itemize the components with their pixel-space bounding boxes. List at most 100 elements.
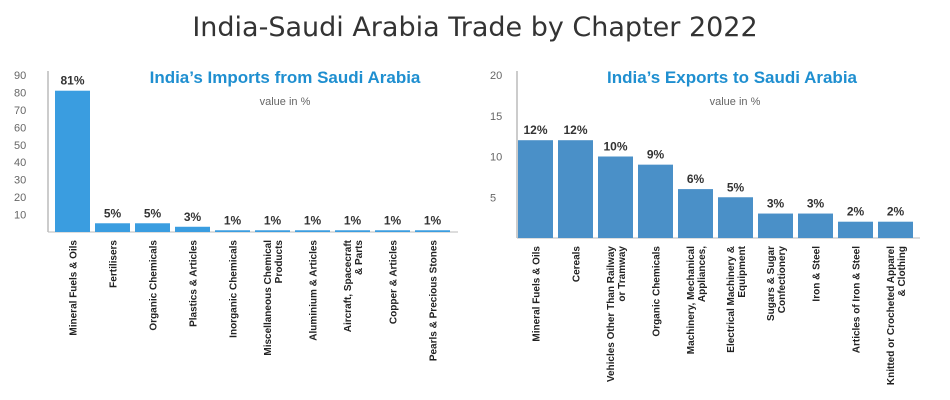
category-label-line: Copper & Articles xyxy=(389,240,400,325)
category-label-line: Organic Chemicals xyxy=(652,246,663,337)
y-tick-label: 20 xyxy=(490,70,502,82)
y-tick-label: 30 xyxy=(14,175,26,187)
category-label: Electrical Machinery &Equipment xyxy=(726,245,748,352)
category-label: Miscellaneous ChemicalProducts xyxy=(263,240,285,356)
category-label-line: Fertilisers xyxy=(109,240,120,288)
category-label: Copper & Articles xyxy=(389,240,400,325)
chart-title: India’s Imports from Saudi Arabia xyxy=(150,68,421,87)
bar xyxy=(95,223,130,232)
category-label: Organic Chemicals xyxy=(149,240,160,331)
category-label: Sugars & SugarConfectionery xyxy=(766,246,788,321)
category-label-line: Electrical Machinery & xyxy=(726,246,737,353)
y-tick-label: 10 xyxy=(14,210,26,222)
category-label-line: Products xyxy=(274,240,285,284)
data-label: 81% xyxy=(60,74,84,88)
category-label-line: Equipment xyxy=(737,245,748,297)
category-label: Iron & Steel xyxy=(812,246,823,302)
bar xyxy=(415,230,450,232)
category-label-line: Pearls & Precious Stones xyxy=(429,240,440,362)
data-label: 1% xyxy=(344,213,362,227)
category-label: Machinery, MechanicalAppliances, xyxy=(686,246,708,354)
bar xyxy=(375,230,410,232)
category-label: Cereals xyxy=(572,246,583,283)
category-label-line: Appliances, xyxy=(697,246,708,302)
page-title: India-Saudi Arabia Trade by Chapter 2022 xyxy=(192,12,758,43)
category-label-line: Iron & Steel xyxy=(812,246,823,302)
category-label-line: Cereals xyxy=(572,246,583,283)
y-tick-label: 80 xyxy=(14,87,26,99)
y-tick-label: 50 xyxy=(14,140,26,152)
y-tick-label: 10 xyxy=(490,152,502,164)
category-label-line: Confectionery xyxy=(777,246,788,314)
category-label: Vehicles Other Than Railwayor Tramway xyxy=(606,246,628,383)
y-tick-label: 40 xyxy=(14,157,26,169)
category-label: Mineral Fuels & Oils xyxy=(69,240,80,336)
bar xyxy=(55,90,90,232)
category-label-line: Aircraft, Spacecraft xyxy=(343,239,354,332)
bar xyxy=(135,223,170,232)
category-label-line: Mineral Fuels & Oils xyxy=(532,246,543,342)
bar xyxy=(255,230,290,232)
chart-title: India’s Exports to Saudi Arabia xyxy=(607,68,858,87)
data-label: 2% xyxy=(887,205,905,219)
y-tick-label: 20 xyxy=(14,192,26,204)
data-label: 1% xyxy=(224,213,242,227)
bar xyxy=(758,213,793,238)
category-label: Articles of Iron & Steel xyxy=(852,246,863,353)
category-label-line: Knitted or Crocheted Apparel xyxy=(886,246,897,385)
bar xyxy=(215,230,250,232)
data-label: 10% xyxy=(603,140,627,154)
category-label: Aircraft, Spacecraft& Parts xyxy=(343,239,365,332)
exports-chart: 5 10 15 20 12% Mineral Fuels & Oils 12% Cereals… xyxy=(490,68,920,385)
data-label: 3% xyxy=(807,197,825,211)
y-tick-label: 90 xyxy=(14,70,26,82)
data-label: 1% xyxy=(264,213,282,227)
data-label: 12% xyxy=(563,123,587,137)
data-label: 1% xyxy=(304,213,322,227)
category-label-line: Inorganic Chemicals xyxy=(229,240,240,338)
category-label: Plastics & Articles xyxy=(189,240,200,327)
category-label-line: & Parts xyxy=(354,240,365,275)
category-label-line: Plastics & Articles xyxy=(189,240,200,327)
y-tick-label: 60 xyxy=(14,122,26,134)
category-label-line: Mineral Fuels & Oils xyxy=(69,240,80,336)
data-label: 12% xyxy=(523,123,547,137)
category-label-line: or Tramway xyxy=(617,246,628,302)
data-label: 1% xyxy=(424,213,442,227)
category-label-line: Vehicles Other Than Railway xyxy=(606,246,617,383)
category-label-line: & Clothing xyxy=(897,246,908,297)
data-label: 3% xyxy=(184,210,202,224)
bar xyxy=(678,189,713,238)
category-label: Aluminium & Articles xyxy=(309,240,320,341)
category-label: Pearls & Precious Stones xyxy=(429,240,440,362)
bar xyxy=(798,213,833,238)
bar xyxy=(598,156,633,238)
chart-subtitle: value in % xyxy=(260,96,311,108)
y-tick-label: 5 xyxy=(490,192,496,204)
category-label-line: Sugars & Sugar xyxy=(766,246,777,321)
bar xyxy=(175,226,210,232)
data-label: 5% xyxy=(727,180,745,194)
bar xyxy=(878,221,913,238)
bar xyxy=(718,197,753,238)
y-tick-label: 15 xyxy=(490,111,502,123)
bar xyxy=(838,221,873,238)
category-label-line: Machinery, Mechanical xyxy=(686,246,697,354)
data-label: 5% xyxy=(104,206,122,220)
category-label: Mineral Fuels & Oils xyxy=(532,246,543,342)
y-tick-label: 70 xyxy=(14,105,26,117)
data-label: 9% xyxy=(647,148,665,162)
category-label-line: Organic Chemicals xyxy=(149,240,160,331)
category-label-line: Aluminium & Articles xyxy=(309,240,320,341)
data-label: 5% xyxy=(144,206,162,220)
bar xyxy=(558,140,593,238)
category-label-line: Miscellaneous Chemical xyxy=(263,240,274,356)
category-label: Fertilisers xyxy=(109,240,120,288)
category-label-line: Articles of Iron & Steel xyxy=(852,246,863,353)
bar xyxy=(295,230,330,232)
category-label: Organic Chemicals xyxy=(652,246,663,337)
data-label: 1% xyxy=(384,213,402,227)
bar xyxy=(518,140,553,238)
data-label: 2% xyxy=(847,205,865,219)
category-label: Knitted or Crocheted Apparel& Clothing xyxy=(886,246,908,385)
